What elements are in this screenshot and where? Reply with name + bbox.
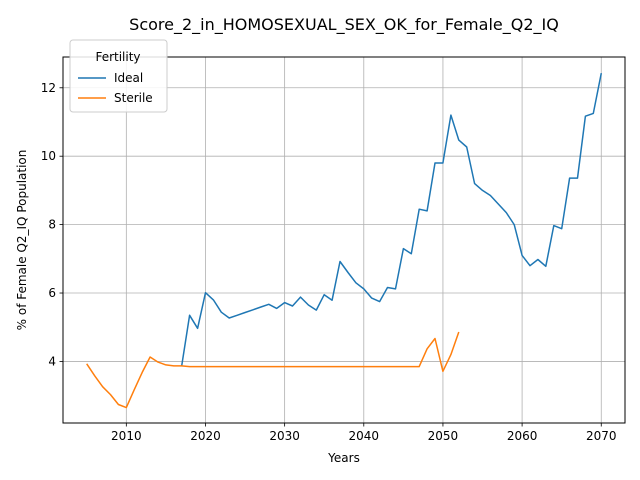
x-tick-label: 2060 xyxy=(507,429,538,443)
legend-label-ideal: Ideal xyxy=(114,71,143,85)
y-tick-label: 6 xyxy=(48,286,56,300)
y-tick-label: 10 xyxy=(41,149,56,163)
plot-lines xyxy=(86,72,603,409)
series-line-ideal xyxy=(180,72,603,367)
x-tick-label: 2010 xyxy=(111,429,142,443)
y-axis-label: % of Female Q2_IQ Population xyxy=(15,150,29,331)
x-tick-label: 2030 xyxy=(269,429,300,443)
x-axis-label: Years xyxy=(327,451,360,465)
x-tick-label: 2040 xyxy=(349,429,380,443)
legend-label-sterile: Sterile xyxy=(114,91,153,105)
chart-title: Score_2_in_HOMOSEXUAL_SEX_OK_for_Female_… xyxy=(129,15,559,35)
plot-frame xyxy=(62,56,626,424)
series-line-sterile xyxy=(86,331,460,409)
legend-title: Fertility xyxy=(95,50,140,64)
legend-box xyxy=(69,39,168,113)
x-tick-label: 2020 xyxy=(190,429,221,443)
y-tick-label: 12 xyxy=(41,81,56,95)
y-tick-label: 8 xyxy=(48,218,56,232)
x-tick-label: 2050 xyxy=(428,429,459,443)
y-tick-label: 4 xyxy=(48,354,56,368)
y-axis: 4 6 8 10 12 xyxy=(41,81,63,368)
legend: Fertility Ideal Sterile xyxy=(69,39,168,113)
x-axis: 2010 2020 2030 2040 2050 2060 2070 xyxy=(111,423,617,443)
x-tick-label: 2070 xyxy=(586,429,617,443)
